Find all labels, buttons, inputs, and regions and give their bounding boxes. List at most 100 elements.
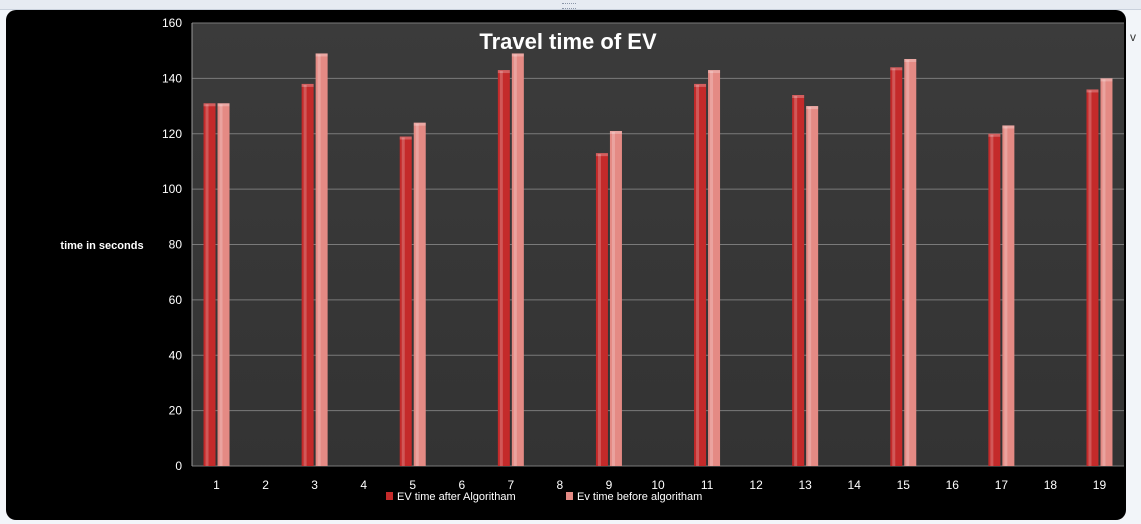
- bar-highlight: [1004, 126, 1008, 466]
- bar-top-bevel: [792, 94, 805, 98]
- gridlines: [191, 22, 1124, 467]
- x-tick-label: 16: [946, 478, 960, 492]
- bar-top-bevel: [806, 106, 819, 110]
- y-tick-label: 80: [169, 238, 183, 252]
- bar-top-bevel: [301, 83, 314, 87]
- sheet-top-border: [0, 0, 1141, 10]
- bar-highlight: [205, 104, 209, 466]
- cut-off-cell-glyph: v: [1130, 30, 1136, 44]
- bar-before-3: [315, 53, 328, 467]
- bar-highlight: [219, 104, 223, 466]
- bar-top-bevel: [904, 58, 917, 62]
- bar-before-9: [609, 130, 622, 466]
- legend-label-after: EV time after Algoritham: [397, 491, 516, 503]
- chart-title: Travel time of EV: [479, 29, 657, 54]
- bar-top-bevel: [203, 103, 216, 107]
- bar-highlight: [513, 54, 517, 467]
- bar-highlight: [597, 154, 601, 466]
- legend-swatch-before: [566, 492, 573, 500]
- bar-top-bevel: [595, 153, 608, 157]
- bar-top-bevel: [399, 136, 412, 140]
- x-tick-label: 3: [311, 478, 318, 492]
- bar-highlight: [415, 123, 419, 467]
- bar-top-bevel: [609, 130, 622, 134]
- bar-top-bevel: [1002, 125, 1015, 129]
- x-tick-label: 1: [213, 478, 220, 492]
- y-tick-label: 20: [169, 404, 183, 418]
- bar-before-17: [1002, 125, 1015, 466]
- bar-after-7: [497, 70, 510, 466]
- bar-top-bevel: [413, 122, 426, 126]
- bar-top-bevel: [511, 53, 524, 57]
- bar-after-1: [203, 103, 216, 466]
- bar-highlight: [794, 95, 798, 467]
- y-tick-label: 0: [175, 459, 182, 473]
- bar-before-13: [806, 106, 819, 466]
- bar-highlight: [696, 84, 700, 466]
- bar-before-15: [904, 58, 917, 467]
- x-tick-label: 15: [897, 478, 911, 492]
- x-tick-label: 5: [409, 478, 416, 492]
- y-tick-label: 140: [162, 71, 182, 85]
- bar-after-5: [399, 136, 412, 467]
- y-tick-label: 100: [162, 182, 182, 196]
- x-tick-label: 18: [1044, 478, 1058, 492]
- x-tick-label: 12: [749, 478, 763, 492]
- resize-handle[interactable]: [562, 3, 576, 9]
- bar-highlight: [317, 54, 321, 467]
- bar-highlight: [1088, 90, 1092, 466]
- bar-before-11: [708, 70, 721, 466]
- bar-highlight: [303, 84, 307, 466]
- x-tick-label: 13: [798, 478, 812, 492]
- bar-after-11: [694, 83, 707, 466]
- bar-top-bevel: [890, 67, 903, 71]
- x-tick-label: 8: [557, 478, 564, 492]
- x-tick-label: 17: [995, 478, 1009, 492]
- bar-after-13: [792, 94, 805, 467]
- y-tick-label: 60: [169, 293, 183, 307]
- bar-highlight: [401, 137, 405, 467]
- legend-swatch-after: [386, 492, 393, 500]
- legend[interactable]: EV time after Algoritham Ev time before a…: [386, 491, 702, 503]
- bar-after-3: [301, 83, 314, 466]
- legend-label-before: Ev time before algoritham: [577, 491, 702, 503]
- bar-before-7: [511, 53, 524, 467]
- bar-highlight: [990, 134, 994, 466]
- bar-after-15: [890, 67, 903, 467]
- bar-top-bevel: [497, 70, 510, 74]
- x-tick-label: 7: [507, 478, 514, 492]
- bar-top-bevel: [694, 83, 707, 87]
- y-tick-label: 120: [162, 127, 182, 141]
- bar-top-bevel: [708, 70, 721, 74]
- x-tick-label: 6: [458, 478, 465, 492]
- bar-highlight: [710, 71, 714, 466]
- bar-top-bevel: [217, 103, 230, 107]
- bar-top-bevel: [1100, 78, 1113, 82]
- bar-highlight: [892, 68, 896, 467]
- bar-highlight: [1102, 79, 1106, 466]
- x-tick-label: 2: [262, 478, 269, 492]
- bar-before-1: [217, 103, 230, 466]
- x-tick-label: 11: [701, 478, 714, 492]
- bar-after-19: [1086, 89, 1099, 466]
- bar-top-bevel: [988, 133, 1001, 137]
- bar-top-bevel: [315, 53, 328, 57]
- y-axis-label: time in seconds: [60, 240, 143, 252]
- x-tick-label: 9: [606, 478, 613, 492]
- bars: [203, 53, 1113, 467]
- bar-highlight: [906, 59, 910, 467]
- bar-highlight: [808, 107, 812, 466]
- x-tick-label: 19: [1093, 478, 1107, 492]
- y-tick-label: 160: [162, 16, 182, 30]
- x-tick-label: 14: [848, 478, 862, 492]
- y-axis-ticks: 0 20 40 60 80 100 120 140 160: [162, 16, 182, 473]
- bar-before-19: [1100, 78, 1113, 466]
- bar-highlight: [499, 71, 503, 466]
- x-tick-label: 10: [651, 478, 665, 492]
- bar-highlight: [611, 131, 615, 466]
- bar-before-5: [413, 122, 426, 467]
- x-tick-label: 4: [360, 478, 367, 492]
- bar-after-9: [595, 153, 608, 466]
- x-axis-ticks: 1 2 3 4 5 6 7 8 9 10 11 12 13 14 15 16 17 18 19: [213, 478, 1106, 492]
